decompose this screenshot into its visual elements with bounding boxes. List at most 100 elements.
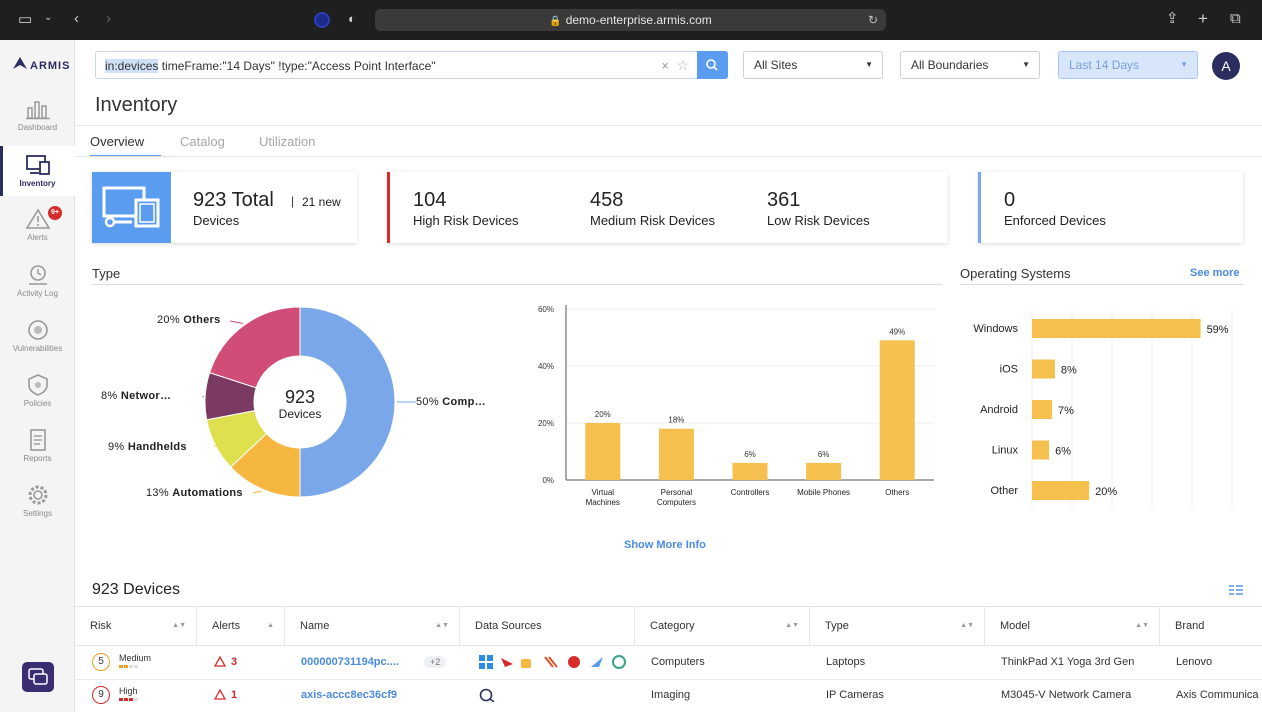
sort-icon[interactable]: ▲▼ bbox=[1135, 622, 1149, 629]
column-header-risk[interactable]: Risk ▲▼ bbox=[75, 606, 197, 646]
tab-overview-icon[interactable]: ⧉ bbox=[1230, 10, 1241, 27]
sidebar-item-label: Policies bbox=[23, 399, 52, 408]
sidebar-item-dashboard[interactable]: Dashboard bbox=[0, 98, 75, 148]
tab-catalog[interactable]: Catalog bbox=[180, 134, 225, 149]
source-icon bbox=[612, 655, 626, 669]
os-bar-0[interactable] bbox=[1032, 319, 1201, 338]
share-icon[interactable]: ⇪ bbox=[1166, 10, 1179, 27]
sort-icon[interactable]: ▲▼ bbox=[435, 622, 449, 629]
extra-names-badge[interactable]: +2 bbox=[424, 656, 447, 668]
page-title: Inventory bbox=[95, 94, 178, 116]
privacy-icon[interactable] bbox=[314, 12, 330, 28]
os-bar-3[interactable] bbox=[1032, 440, 1050, 460]
bar-2[interactable] bbox=[732, 462, 768, 480]
reload-icon[interactable]: ↻ bbox=[867, 13, 878, 27]
timeframe-dropdown[interactable]: Last 14 Days ▼ bbox=[1058, 51, 1198, 79]
medium-risk-value[interactable]: 458 bbox=[590, 189, 624, 211]
sidebar-item-vulnerabilities[interactable]: Vulnerabilities bbox=[0, 319, 75, 369]
gear-icon bbox=[28, 485, 47, 505]
star-icon[interactable]: ☆ bbox=[676, 57, 689, 73]
risk-level-bars bbox=[119, 665, 139, 668]
search-query[interactable]: in:devices timeFrame:"14 Days" !type:"Ac… bbox=[105, 59, 436, 73]
search-button[interactable] bbox=[697, 51, 728, 79]
low-risk-label: Low Risk Devices bbox=[767, 213, 870, 228]
sort-icon[interactable]: ▲▼ bbox=[960, 622, 974, 629]
sites-dropdown[interactable]: All Sites ▼ bbox=[743, 51, 883, 79]
clear-icon[interactable]: × bbox=[661, 58, 669, 73]
sidebar-item-policies[interactable]: Policies bbox=[0, 374, 75, 424]
risk-level: High bbox=[119, 686, 138, 696]
column-header-alerts[interactable]: Alerts ▲ bbox=[197, 606, 285, 646]
source-icon bbox=[544, 656, 558, 668]
column-header-model[interactable]: Model ▲▼ bbox=[985, 606, 1160, 646]
device-name-link[interactable]: axis-accc8ec36cf9 bbox=[301, 689, 398, 701]
sort-icon[interactable]: ▲ bbox=[267, 622, 274, 629]
total-devices-card[interactable]: 923 Total | 21 new Devices bbox=[92, 172, 357, 243]
total-devices-value: 923 Total bbox=[193, 189, 274, 211]
show-more-info-link[interactable]: Show More Info bbox=[624, 539, 706, 551]
warning-icon bbox=[214, 689, 226, 700]
new-tab-icon[interactable]: + bbox=[1198, 9, 1208, 28]
sidebar-toggle-icon[interactable]: ▭ bbox=[18, 11, 33, 28]
chat-icon bbox=[28, 668, 48, 685]
column-header-data-sources[interactable]: Data Sources bbox=[460, 606, 635, 646]
os-category-label: iOS bbox=[1000, 364, 1018, 376]
bar-value-label: 49% bbox=[889, 327, 905, 336]
forward-icon[interactable]: › bbox=[106, 10, 111, 27]
chevron-down-icon[interactable]: ⌄ bbox=[44, 12, 53, 23]
columns-icon[interactable] bbox=[1229, 584, 1243, 596]
os-bar-4[interactable] bbox=[1032, 481, 1090, 500]
column-header-category[interactable]: Category ▲▼ bbox=[635, 606, 810, 646]
bar-3[interactable] bbox=[806, 462, 842, 480]
column-header-brand[interactable]: Brand bbox=[1160, 606, 1262, 646]
column-header-type[interactable]: Type ▲▼ bbox=[810, 606, 985, 646]
row-divider bbox=[75, 679, 1262, 680]
sidebar-item-reports[interactable]: Reports bbox=[0, 429, 75, 479]
high-risk-value[interactable]: 104 bbox=[413, 189, 447, 211]
warning-icon bbox=[25, 208, 50, 229]
tab-overview[interactable]: Overview bbox=[90, 134, 145, 149]
column-header-name[interactable]: Name ▲▼ bbox=[285, 606, 460, 646]
high-risk-label: High Risk Devices bbox=[413, 213, 519, 228]
sort-icon[interactable]: ▲▼ bbox=[172, 622, 186, 629]
bar-chart-icon bbox=[25, 101, 50, 120]
os-bar-2[interactable] bbox=[1032, 400, 1052, 419]
column-header-label: Alerts bbox=[212, 620, 241, 632]
alerts-badge: 9+ bbox=[48, 206, 62, 220]
back-icon[interactable]: ‹ bbox=[74, 10, 79, 27]
donut-center-value: 923 bbox=[284, 387, 316, 407]
sidebar-item-alerts[interactable]: 9+ Alerts bbox=[0, 206, 75, 258]
type-cell: Laptops bbox=[826, 656, 866, 668]
avatar[interactable]: A bbox=[1212, 52, 1240, 80]
os-bar-1[interactable] bbox=[1032, 359, 1055, 379]
sidebar-item-inventory[interactable]: Inventory bbox=[0, 146, 75, 196]
boundaries-dropdown[interactable]: All Boundaries ▼ bbox=[900, 51, 1040, 79]
low-risk-value[interactable]: 361 bbox=[767, 189, 801, 211]
sort-icon[interactable]: ▲▼ bbox=[785, 622, 799, 629]
search-query-text: timeFrame:"14 Days" !type:"Access Point … bbox=[158, 59, 436, 73]
sidebar-item-settings[interactable]: Settings bbox=[0, 484, 75, 534]
brand-cell: Axis Communica bbox=[1176, 689, 1259, 701]
crowdstrike-icon bbox=[501, 658, 513, 667]
alerts-count[interactable]: 3 bbox=[231, 656, 238, 668]
bar-1[interactable] bbox=[658, 428, 694, 480]
sidebar-item-activity-log[interactable]: Activity Log bbox=[0, 264, 75, 314]
caret-down-icon: ▼ bbox=[865, 60, 873, 69]
bar-0[interactable] bbox=[585, 423, 621, 480]
category-cell: Computers bbox=[651, 656, 705, 668]
search-icon bbox=[706, 59, 718, 71]
y-tick-label: 20% bbox=[538, 419, 554, 428]
shield-icon[interactable]: ◐ bbox=[348, 11, 356, 26]
enforced-devices-card[interactable]: 0 Enforced Devices bbox=[978, 172, 1243, 243]
device-name-link[interactable]: 000000731194pc.... bbox=[301, 656, 399, 668]
url-bar[interactable]: 🔒 demo-enterprise.armis.com ↻ bbox=[375, 9, 886, 31]
pie-label-automations: 13% Automations bbox=[146, 487, 243, 499]
armis-logo[interactable]: ARMIS bbox=[12, 54, 69, 76]
tab-utilization[interactable]: Utilization bbox=[259, 134, 316, 149]
see-more-link[interactable]: See more bbox=[1190, 267, 1240, 279]
chat-button[interactable] bbox=[22, 662, 54, 692]
alerts-count[interactable]: 1 bbox=[231, 689, 238, 701]
lock-source-icon bbox=[521, 659, 531, 668]
search-bar[interactable]: in:devices timeFrame:"14 Days" !type:"Ac… bbox=[95, 51, 728, 79]
bar-4[interactable] bbox=[879, 340, 915, 480]
